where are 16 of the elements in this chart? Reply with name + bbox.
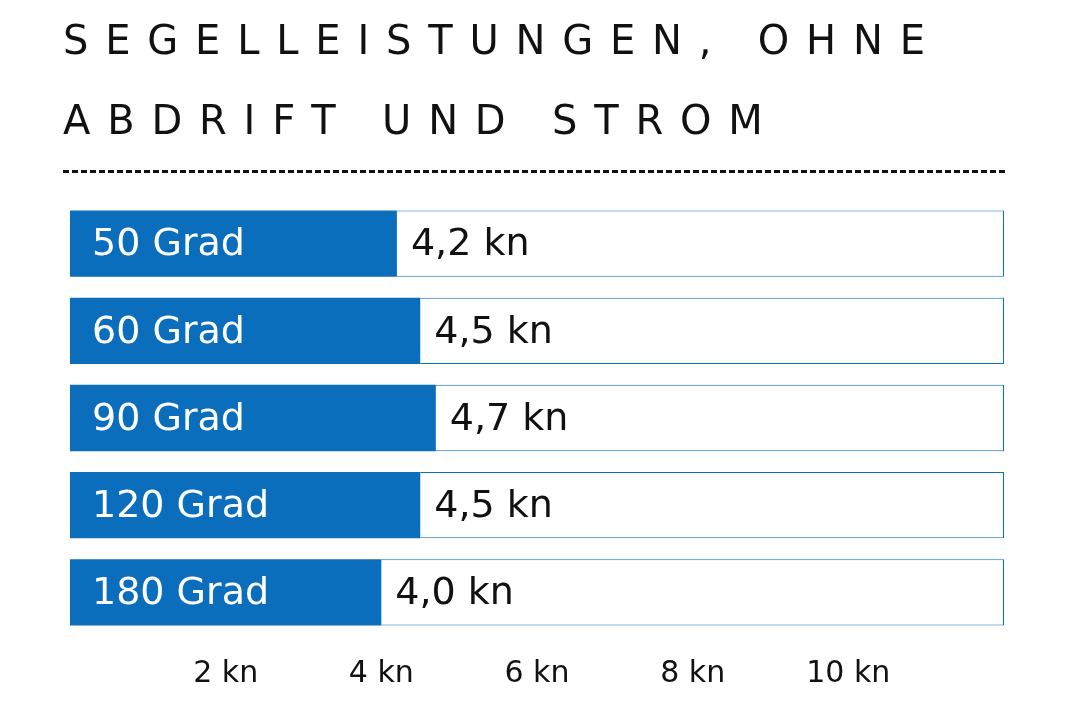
x-tick-label: 10 kn [806, 653, 891, 689]
data-label: 4,0 kn [395, 569, 514, 614]
data-label: 4,7 kn [449, 394, 569, 439]
chart-title: SEGELLEISTUNGEN, OHNE ABDRIFT UND STROM [63, 16, 943, 145]
data-label: 4,5 kn [434, 307, 553, 352]
x-tick-label: 2 kn [193, 653, 259, 689]
x-tick-label: 6 kn [504, 653, 570, 689]
y-tick-label: 60 Grad [92, 307, 245, 352]
data-label: 4,2 kn [410, 220, 530, 265]
x-tick-label: 4 kn [348, 653, 414, 689]
y-tick-label: 120 Grad [92, 482, 270, 527]
x-tick-label: 8 kn [660, 653, 726, 689]
y-tick-label: 50 Grad [92, 220, 245, 265]
data-label: 4,5 kn [434, 482, 553, 527]
y-tick-label: 90 Grad [92, 394, 245, 439]
y-tick-label: 180 Grad [92, 569, 270, 614]
